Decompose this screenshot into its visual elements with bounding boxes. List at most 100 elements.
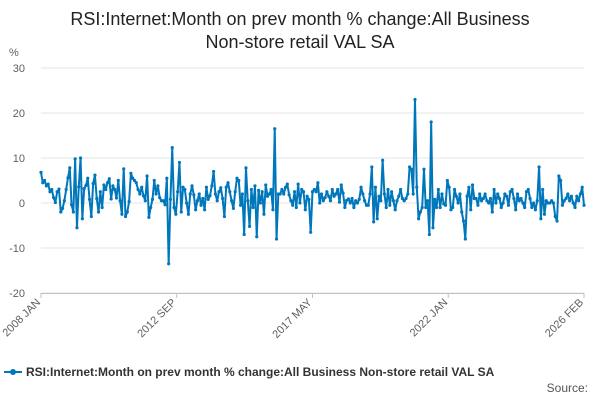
data-point[interactable] (413, 97, 417, 102)
data-point[interactable] (354, 199, 358, 203)
data-point[interactable] (487, 201, 491, 205)
data-point[interactable] (566, 192, 570, 196)
data-point[interactable] (508, 190, 512, 194)
data-point[interactable] (156, 184, 160, 188)
data-point[interactable] (318, 201, 322, 205)
data-point[interactable] (150, 197, 155, 201)
data-point[interactable] (194, 208, 198, 212)
data-point[interactable] (238, 203, 243, 207)
data-point[interactable] (422, 167, 426, 171)
data-point[interactable] (503, 192, 507, 196)
data-point[interactable] (161, 199, 165, 203)
data-point[interactable] (80, 217, 84, 221)
data-point[interactable] (370, 165, 374, 169)
data-point[interactable] (262, 212, 266, 216)
data-point[interactable] (440, 192, 444, 196)
data-point[interactable] (458, 192, 462, 196)
data-point[interactable] (249, 187, 253, 192)
data-point[interactable] (357, 197, 361, 201)
data-point[interactable] (479, 199, 484, 203)
data-point[interactable] (372, 220, 376, 224)
data-point[interactable] (75, 226, 79, 230)
data-point[interactable] (337, 200, 342, 204)
data-point[interactable] (185, 201, 189, 205)
data-point[interactable] (501, 201, 505, 205)
data-point[interactable] (300, 187, 304, 192)
data-point[interactable] (544, 199, 548, 203)
data-point[interactable] (229, 199, 234, 203)
data-point[interactable] (537, 165, 541, 169)
data-point[interactable] (233, 190, 237, 194)
data-point[interactable] (147, 215, 151, 219)
data-point[interactable] (269, 187, 273, 192)
data-point[interactable] (375, 217, 379, 221)
data-point[interactable] (384, 205, 388, 210)
data-point[interactable] (165, 176, 169, 180)
data-point[interactable] (334, 192, 338, 196)
data-point[interactable] (553, 214, 557, 219)
data-point[interactable] (341, 191, 345, 195)
data-point[interactable] (431, 226, 435, 230)
data-point[interactable] (237, 178, 241, 183)
data-point[interactable] (418, 210, 422, 214)
data-point[interactable] (382, 192, 387, 196)
data-point[interactable] (533, 208, 538, 212)
data-point[interactable] (280, 187, 284, 192)
data-point[interactable] (66, 176, 70, 180)
data-point[interactable] (467, 185, 471, 189)
data-point[interactable] (461, 219, 466, 223)
data-point[interactable] (427, 232, 431, 237)
data-point[interactable] (551, 201, 556, 205)
data-point[interactable] (222, 214, 226, 219)
data-point[interactable] (332, 194, 336, 198)
data-point[interactable] (294, 205, 298, 210)
data-point[interactable] (397, 194, 401, 198)
data-point[interactable] (213, 192, 218, 196)
data-point[interactable] (310, 190, 315, 194)
data-point[interactable] (539, 217, 543, 221)
data-point[interactable] (43, 178, 47, 183)
data-point[interactable] (497, 196, 502, 201)
data-point[interactable] (395, 199, 399, 203)
data-point[interactable] (535, 199, 539, 203)
data-point[interactable] (41, 181, 45, 185)
data-point[interactable] (460, 210, 464, 214)
data-point[interactable] (454, 194, 458, 198)
data-point[interactable] (542, 212, 547, 216)
data-point[interactable] (532, 201, 536, 205)
data-point[interactable] (176, 190, 180, 194)
data-point[interactable] (416, 217, 421, 221)
data-point[interactable] (247, 224, 252, 228)
data-point[interactable] (212, 169, 216, 174)
data-point[interactable] (485, 199, 489, 203)
legend[interactable]: RSI:Internet:Month on prev month % chang… (4, 365, 494, 379)
data-point[interactable] (215, 199, 219, 203)
data-point[interactable] (199, 203, 203, 207)
data-point[interactable] (550, 199, 554, 203)
data-point[interactable] (352, 205, 356, 210)
data-point[interactable] (244, 166, 248, 170)
data-point[interactable] (312, 187, 316, 192)
data-point[interactable] (436, 187, 440, 192)
data-point[interactable] (296, 182, 300, 186)
data-point[interactable] (210, 184, 214, 188)
data-point[interactable] (548, 201, 552, 205)
data-point[interactable] (114, 196, 119, 200)
data-point[interactable] (514, 208, 518, 212)
data-point[interactable] (490, 210, 494, 214)
data-point[interactable] (39, 170, 43, 174)
data-point[interactable] (393, 208, 397, 212)
data-point[interactable] (321, 199, 325, 203)
data-point[interactable] (404, 196, 408, 201)
data-point[interactable] (346, 197, 351, 201)
data-point[interactable] (260, 190, 264, 194)
data-point[interactable] (298, 201, 302, 205)
data-point[interactable] (100, 205, 104, 210)
data-point[interactable] (228, 190, 232, 194)
data-point[interactable] (425, 199, 430, 203)
data-point[interactable] (172, 205, 176, 210)
data-point[interactable] (195, 199, 200, 203)
data-point[interactable] (309, 230, 313, 234)
data-point[interactable] (282, 192, 286, 196)
data-point[interactable] (123, 214, 128, 219)
